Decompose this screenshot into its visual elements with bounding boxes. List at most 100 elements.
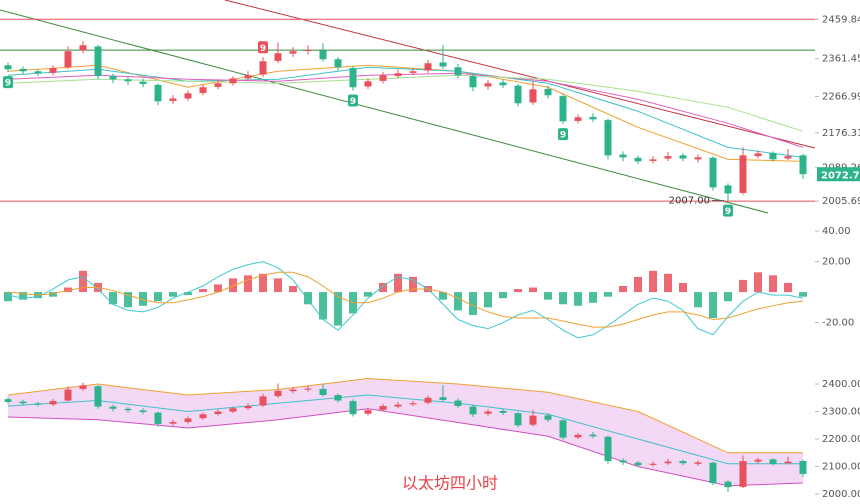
indicator-line xyxy=(7,72,804,148)
candle-body xyxy=(784,156,792,159)
td-marker-bg xyxy=(348,94,358,107)
candle-body xyxy=(664,461,672,464)
candle-body xyxy=(214,411,222,414)
indicator-line xyxy=(7,74,804,132)
candle-body xyxy=(409,403,417,405)
candle-body xyxy=(544,88,552,96)
macd-bar xyxy=(664,273,672,293)
candle-body xyxy=(544,415,552,420)
macd-bar xyxy=(49,292,57,297)
candle-body xyxy=(49,401,57,405)
macd-bar xyxy=(79,270,87,293)
macd-bar xyxy=(304,292,312,305)
candle-body xyxy=(304,388,312,390)
candle-body xyxy=(514,85,522,104)
macd-bar xyxy=(514,289,522,293)
candle-body xyxy=(739,461,747,487)
td-marker: 9 xyxy=(725,207,731,217)
candle-body xyxy=(529,89,537,103)
macd-bar xyxy=(64,287,72,293)
macd-bar xyxy=(109,292,117,305)
candle-body xyxy=(409,71,417,73)
macd-bar xyxy=(484,292,492,308)
macd-bar xyxy=(499,292,507,299)
y-tick-label: 2361.45 xyxy=(822,54,860,65)
price-tag-label: 2072.78 xyxy=(821,170,860,181)
macd-bar xyxy=(379,282,387,293)
y-tick-label: 2100.00 xyxy=(822,462,860,473)
candle-body xyxy=(664,156,672,159)
macd-bar xyxy=(559,292,567,305)
macd-bar xyxy=(19,292,27,300)
candle-body xyxy=(304,50,312,52)
candle-body xyxy=(634,462,642,466)
y-tick-label: 2300.00 xyxy=(822,407,860,418)
candle-body xyxy=(484,411,492,414)
candle-body xyxy=(514,413,522,426)
candle-body xyxy=(454,67,462,76)
y-tick-label: -20.00 xyxy=(822,318,854,329)
chart-title: 以太坊四小时 xyxy=(402,474,498,493)
macd-bar xyxy=(184,292,192,296)
candle-body xyxy=(244,406,252,409)
candle-body xyxy=(724,481,732,488)
candle-body xyxy=(199,414,207,419)
candle-body xyxy=(79,45,87,51)
macd-bar xyxy=(169,292,177,297)
candle-body xyxy=(334,59,342,68)
td-marker: 9 xyxy=(350,97,356,107)
macd-bar xyxy=(469,292,477,315)
price-tag xyxy=(817,167,860,182)
candle-body xyxy=(379,75,387,81)
candle-body xyxy=(214,83,222,87)
macd-bar xyxy=(454,292,462,311)
macd-bar xyxy=(394,273,402,293)
candle-body xyxy=(694,157,702,160)
candle-body xyxy=(424,63,432,71)
td-marker-bg xyxy=(258,41,268,54)
macd-bar xyxy=(319,292,327,320)
candle-body xyxy=(94,46,102,77)
candle-body xyxy=(139,81,147,85)
candle-body xyxy=(274,53,282,61)
macd-bar xyxy=(439,292,447,300)
macd-bar xyxy=(244,275,252,293)
candle-body xyxy=(499,82,507,86)
candle-body xyxy=(289,51,297,54)
indicator-line xyxy=(7,271,804,328)
macd-bar xyxy=(769,275,777,293)
candle-body xyxy=(154,84,162,102)
candle-body xyxy=(244,75,252,79)
macd-bar xyxy=(259,273,267,293)
candle-body xyxy=(34,71,42,74)
candle-body xyxy=(679,155,687,159)
macd-bar xyxy=(289,286,297,293)
trend-line xyxy=(224,0,816,149)
macd-bar xyxy=(784,282,792,293)
macd-bar xyxy=(604,292,612,297)
candle-body xyxy=(334,395,342,401)
candle-body xyxy=(319,50,327,60)
candle-body xyxy=(199,87,207,93)
candle-body xyxy=(184,93,192,99)
candle-body xyxy=(19,68,27,72)
candle-body xyxy=(439,397,447,400)
macd-bar xyxy=(4,292,12,302)
candle-body xyxy=(124,79,132,82)
candle-body xyxy=(79,385,87,389)
indicator-line xyxy=(7,394,803,465)
candle-body xyxy=(454,400,462,407)
candle-body xyxy=(19,401,27,404)
candle-body xyxy=(439,62,447,67)
candle-body xyxy=(649,159,657,161)
y-tick-label: 2000.00 xyxy=(822,489,860,500)
macd-bar xyxy=(529,287,537,293)
candle-body xyxy=(109,76,117,80)
candle-body xyxy=(289,389,297,392)
band-fill xyxy=(8,378,803,486)
macd-bar xyxy=(799,292,807,297)
y-tick-label: 20.00 xyxy=(822,257,851,268)
macd-bar xyxy=(649,270,657,293)
candle-body xyxy=(529,415,537,425)
